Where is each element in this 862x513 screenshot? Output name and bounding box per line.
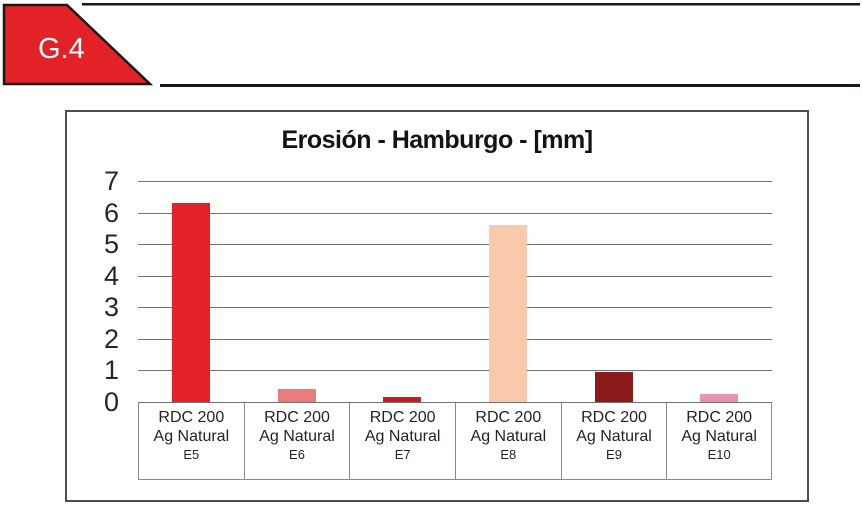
- gridline: [138, 338, 772, 340]
- y-tick-label: 6: [103, 197, 119, 228]
- category-text: RDC 200: [264, 409, 330, 426]
- category-text: RDC 200: [581, 409, 647, 426]
- category-text: RDC 200: [158, 409, 225, 426]
- category-label-E5: RDC 200 Ag Natural E5: [138, 403, 244, 479]
- chart-title: Erosión - Hamburgo - [mm]: [281, 126, 593, 154]
- section-banner: [2, 3, 154, 86]
- bar-E9: [594, 372, 633, 402]
- category-text: RDC 200: [369, 409, 436, 426]
- y-tick-label: 7: [103, 166, 119, 196]
- category-text: E6: [289, 447, 305, 462]
- bar-E8: [488, 225, 527, 402]
- category-text: RDC 200: [475, 409, 542, 426]
- category-text: Ag Natural: [364, 428, 441, 445]
- section-banner-label: G.4: [38, 33, 85, 65]
- mid-rule: [160, 84, 860, 87]
- top-rule: [82, 3, 860, 6]
- category-text: RDC 200: [686, 409, 753, 426]
- gridline: [138, 275, 772, 277]
- bar-E10: [700, 394, 739, 402]
- y-tick-label: 2: [103, 323, 119, 354]
- bar-E6: [277, 389, 316, 402]
- gridline: [138, 244, 772, 246]
- category-text: E5: [183, 447, 200, 462]
- gridline: [138, 370, 772, 372]
- y-tick-label: 4: [103, 260, 119, 291]
- category-text: E10: [707, 447, 731, 462]
- category-label-E8: RDC 200 Ag Natural E8: [455, 403, 561, 479]
- category-text: Ag Natural: [470, 428, 547, 445]
- gridline: [138, 212, 772, 214]
- category-label-E7: RDC 200 Ag Natural E7: [349, 403, 455, 479]
- category-text: Ag Natural: [153, 428, 230, 445]
- category-text: E9: [606, 447, 622, 462]
- gridline: [138, 181, 772, 182]
- category-label-E6: RDC 200 Ag Natural E6: [243, 403, 350, 479]
- category-text: Ag Natural: [259, 428, 335, 445]
- bar-E5: [171, 203, 210, 402]
- y-tick-label: 0: [103, 387, 119, 417]
- plot-area: 0 1 2 3 4 5 6 7 RDC 200 Ag Natural E5 RDC 200 Ag Nat…: [67, 112, 807, 500]
- category-text: Ag Natural: [681, 428, 757, 445]
- category-label-E10: RDC 200 Ag Natural E10: [666, 403, 772, 479]
- y-tick-label: 3: [103, 292, 119, 323]
- x-axis-category-row: RDC 200 Ag Natural E5 RDC 200 Ag Natural E6 RD…: [138, 402, 772, 480]
- bar-E7: [383, 397, 422, 402]
- gridline: [138, 307, 772, 309]
- chart-panel: Erosión - Hamburgo - [mm] 0 1 2 3 4 5 6 7 RDC 20…: [65, 110, 809, 502]
- category-text: Ag Natural: [576, 428, 652, 445]
- category-label-E9: RDC 200 Ag Natural E9: [560, 403, 667, 479]
- y-tick-label: 5: [103, 229, 119, 260]
- y-tick-label: 1: [103, 355, 119, 386]
- header-decoration: G.4: [2, 3, 860, 87]
- category-text: E8: [500, 447, 517, 462]
- category-text: E7: [394, 447, 411, 462]
